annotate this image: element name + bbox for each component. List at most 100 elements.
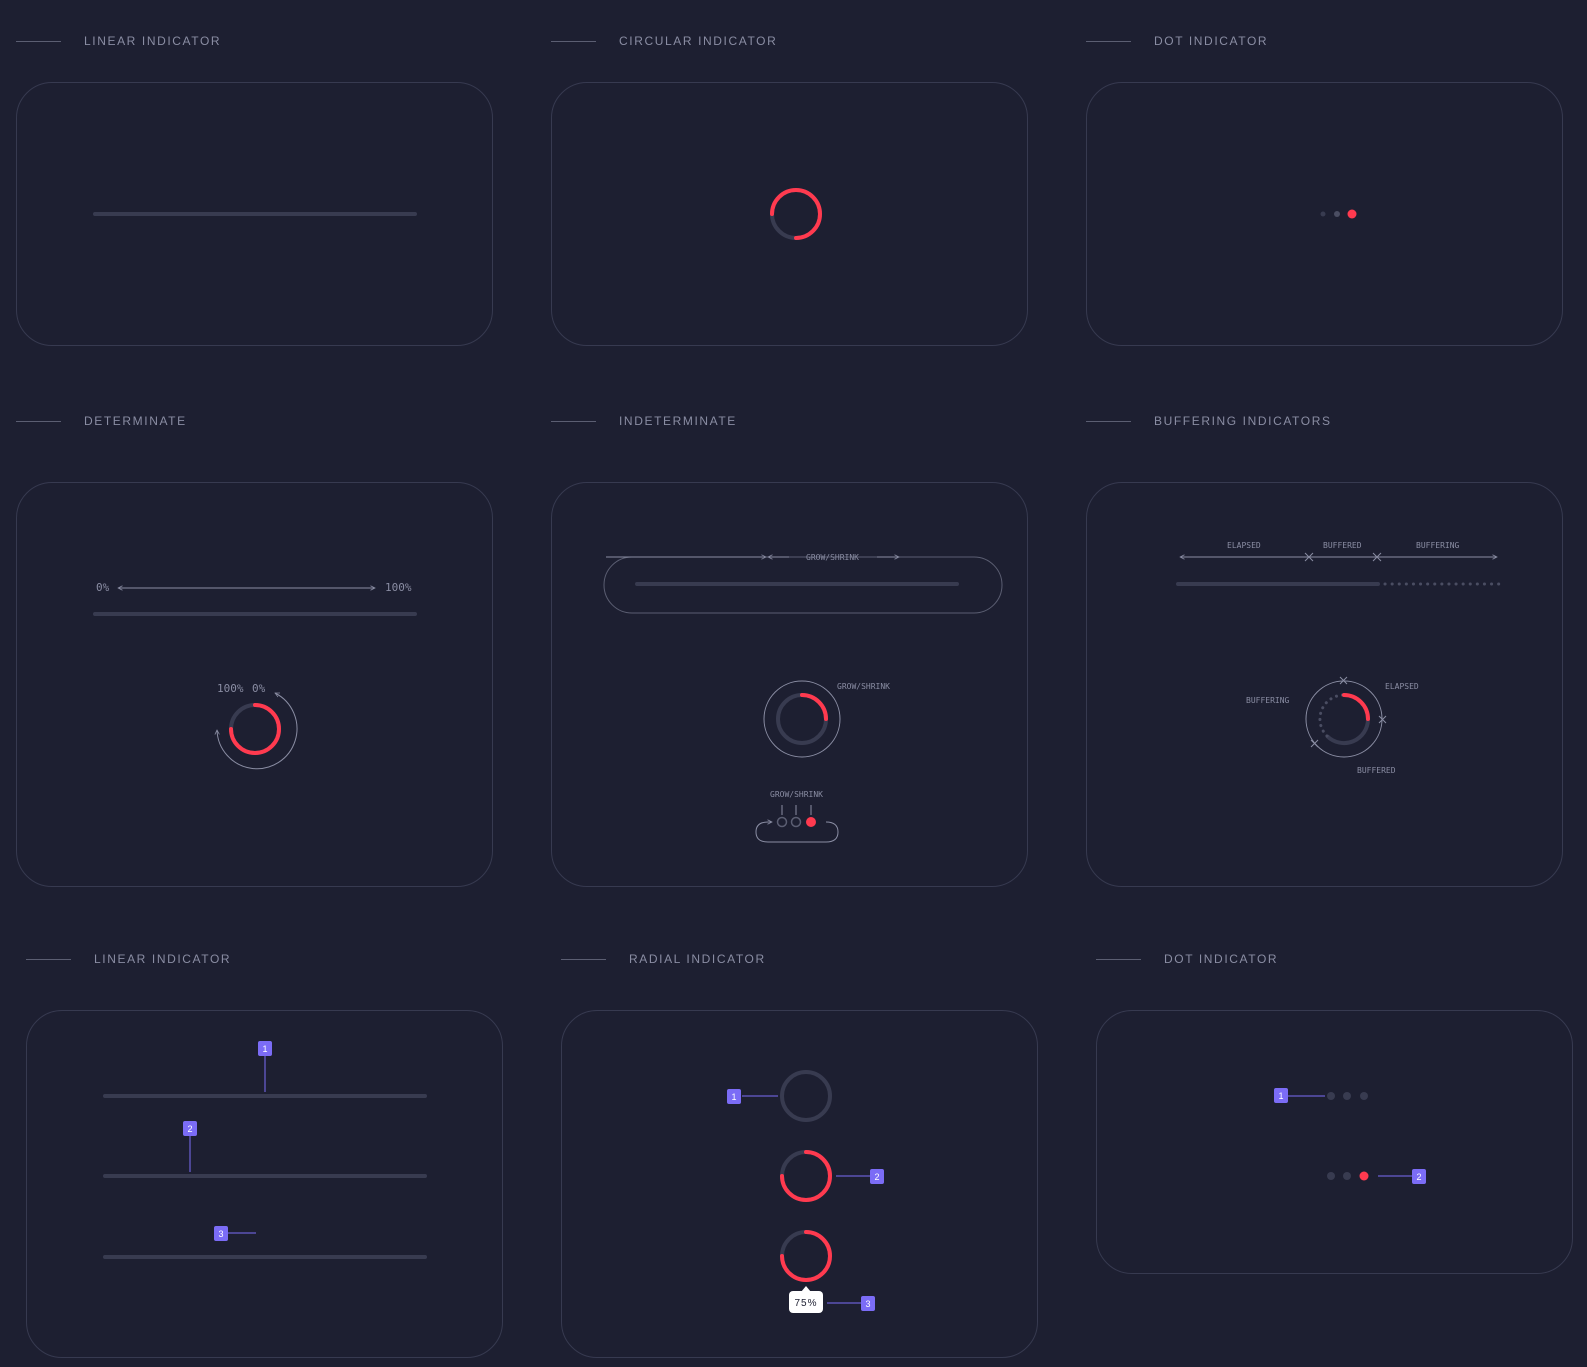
tooltip-pointer [801, 1286, 811, 1292]
buffering-linear: ELAPSED BUFFERED BUFFERING [1176, 541, 1502, 586]
marker-badge-3 [214, 1226, 228, 1241]
card-buffering [1086, 482, 1563, 887]
buffering-circular-elapsed-label: ELAPSED [1385, 682, 1419, 691]
anatomy-radial-arc-2 [780, 1150, 832, 1202]
buffering-circular-guide [1305, 680, 1383, 758]
title-dash [551, 40, 596, 42]
title-dash [26, 958, 71, 960]
buffering-buffering-label: BUFFERING [1416, 541, 1460, 550]
determinate-circular-start-label: 0% [252, 682, 266, 695]
indeterminate-dot-frame [755, 821, 839, 843]
tooltip-value: 75% [794, 1298, 817, 1309]
marker-badge-3-label: 3 [865, 1299, 870, 1309]
section-label: INDETERMINATE [619, 414, 737, 428]
section-title-anatomy-radial: RADIAL INDICATOR [561, 951, 766, 967]
section-label: RADIAL INDICATOR [629, 952, 766, 966]
anatomy-linear: 1 2 3 [103, 1041, 427, 1259]
buffering-circular-buffered [1325, 718, 1371, 746]
anatomy-radial-arc-3 [780, 1230, 832, 1282]
indeterminate-dot-1 [776, 816, 788, 828]
dot-indicator [1320, 209, 1357, 219]
marker-badge-2 [1412, 1169, 1426, 1184]
marker-badge-3-label: 3 [218, 1229, 223, 1239]
buffering-circular-marker [1378, 715, 1387, 724]
section-title-anatomy-linear: LINEAR INDICATOR [26, 951, 231, 967]
card-anatomy-linear [26, 1010, 503, 1358]
section-label: BUFFERING INDICATORS [1154, 414, 1332, 428]
title-dash [1086, 40, 1131, 42]
indeterminate-linear-label: GROW/SHRINK [806, 553, 859, 562]
section-label: LINEAR INDICATOR [94, 952, 232, 966]
indeterminate-dot-label: GROW/SHRINK [770, 790, 823, 799]
title-dash [1096, 958, 1141, 960]
card-linear-indicator [16, 82, 493, 346]
anatomy-radial: 1 2 75% 3 [727, 1070, 884, 1313]
marker-badge-2-label: 2 [874, 1172, 879, 1182]
buffering-split-marker [1372, 552, 1382, 562]
buffering-split-marker [1304, 552, 1314, 562]
marker-badge-1 [727, 1089, 741, 1104]
marker-badge-2-label: 2 [1416, 1172, 1421, 1182]
marker-badge-2-label: 2 [187, 1124, 192, 1134]
dot-2 [1343, 1172, 1351, 1180]
buffering-circular: BUFFERING ELAPSED BUFFERED [1246, 676, 1419, 775]
marker-badge-1-label: 1 [262, 1044, 267, 1054]
card-determinate [16, 482, 493, 887]
determinate-linear: 0% 100% [93, 581, 417, 616]
title-dash [16, 420, 61, 422]
determinate-circular: 100% 0% [217, 682, 298, 770]
title-dash [551, 420, 596, 422]
buffering-circular-marker [1310, 739, 1319, 748]
indeterminate-dot-3-active [806, 817, 816, 827]
section-label: LINEAR INDICATOR [84, 34, 222, 48]
indeterminate-dots: GROW/SHRINK [755, 790, 839, 843]
dot-2 [1334, 211, 1340, 217]
title-dash [561, 958, 606, 960]
buffering-circular-buffered-label: BUFFERED [1357, 766, 1396, 775]
anatomy-dot: 1 2 [1274, 1088, 1426, 1184]
section-title-circular-indicator: CIRCULAR INDICATOR [551, 33, 777, 49]
card-indeterminate [551, 482, 1028, 887]
section-label: DOT INDICATOR [1154, 34, 1269, 48]
dot-3 [1360, 1092, 1368, 1100]
title-dash [16, 40, 61, 42]
buffering-elapsed-label: ELAPSED [1227, 541, 1261, 550]
indeterminate-linear: GROW/SHRINK [603, 553, 1003, 614]
anatomy-radial-track-1 [780, 1070, 832, 1122]
marker-badge-2 [870, 1169, 884, 1184]
section-title-linear-indicator: LINEAR INDICATOR [16, 33, 221, 49]
indeterminate-circular: GROW/SHRINK [763, 680, 890, 758]
section-title-dot-indicator: DOT INDICATOR [1086, 33, 1268, 49]
title-dash [1086, 420, 1131, 422]
dot-3-active [1359, 1171, 1369, 1181]
card-dot-indicator [1086, 82, 1563, 346]
determinate-circular-guide [217, 692, 298, 770]
section-title-determinate: DETERMINATE [16, 413, 187, 429]
card-anatomy-dot [1096, 1010, 1573, 1274]
marker-badge-1 [258, 1041, 272, 1056]
circular-indicator [770, 188, 822, 240]
dot-1 [1327, 1172, 1335, 1180]
section-label: DETERMINATE [84, 414, 187, 428]
marker-badge-1 [1274, 1088, 1288, 1103]
indeterminate-dot-2 [790, 816, 802, 828]
dot-2 [1343, 1092, 1351, 1100]
section-title-anatomy-dot: DOT INDICATOR [1096, 951, 1278, 967]
buffering-circular-marker [1339, 676, 1348, 685]
section-title-buffering: BUFFERING INDICATORS [1086, 413, 1332, 429]
buffering-circular-buffering [1318, 693, 1346, 738]
buffering-buffered-label: BUFFERED [1323, 541, 1362, 550]
section-label: CIRCULAR INDICATOR [619, 34, 778, 48]
determinate-circular-arc [229, 703, 281, 755]
dot-1 [1327, 1092, 1335, 1100]
indeterminate-linear-frame [603, 556, 1003, 614]
card-circular-indicator [551, 82, 1028, 346]
circular-arc [770, 188, 822, 240]
marker-badge-2 [183, 1121, 197, 1136]
buffering-circular-elapsed [1342, 693, 1370, 721]
section-label: DOT INDICATOR [1164, 952, 1279, 966]
section-title-indeterminate: INDETERMINATE [551, 413, 737, 429]
determinate-start-label: 0% [96, 581, 110, 594]
card-anatomy-radial [561, 1010, 1038, 1358]
